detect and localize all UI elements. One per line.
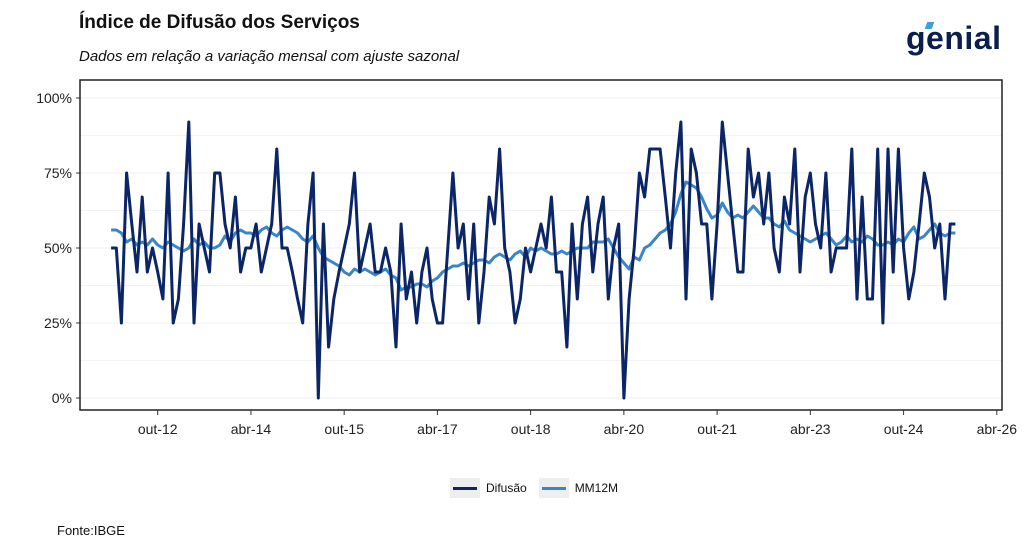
genial-logo: genial	[906, 20, 1002, 56]
legend-item-difusao: Difusão	[450, 478, 527, 498]
y-tick-label: 100%	[36, 90, 72, 106]
legend-label-mm12m: MM12M	[574, 481, 619, 495]
chart-area: 0% 25% 50% 75% 100% out-12 abr-14 out-15 abr-17 o…	[36, 79, 1018, 437]
legend-item-mm12m: MM12M	[538, 478, 619, 498]
legend-swatch-difusao	[450, 478, 480, 498]
x-tick-label: abr-14	[231, 421, 272, 437]
x-tick-label: out-12	[138, 421, 178, 437]
y-tick-label: 25%	[44, 315, 72, 331]
plot-border	[79, 79, 1003, 411]
source-note: Fonte:IBGE	[57, 523, 125, 538]
series-line-difuso	[111, 120, 956, 400]
x-tick-label: abr-20	[604, 421, 645, 437]
y-tick-label: 50%	[44, 240, 72, 256]
series-line-mm12m	[111, 180, 956, 292]
y-tick-label: 75%	[44, 165, 72, 181]
x-tick-label: abr-26	[977, 421, 1018, 437]
x-tick-label: out-18	[511, 421, 551, 437]
x-tick-label: out-24	[884, 421, 924, 437]
x-tick-label: abr-23	[790, 421, 831, 437]
x-tick-label: out-15	[324, 421, 364, 437]
y-tick-label: 0%	[52, 390, 72, 406]
legend: Difusão MM12M	[450, 478, 618, 498]
x-tick-label: abr-17	[417, 421, 458, 437]
chart-title: Índice de Difusão dos Serviços	[79, 12, 360, 33]
legend-label-difusao: Difusão	[486, 481, 527, 495]
legend-swatch-mm12m	[538, 478, 569, 498]
chart-subtitle: Dados em relação a variação mensal com a…	[79, 48, 460, 65]
x-tick-label: out-21	[697, 421, 737, 437]
